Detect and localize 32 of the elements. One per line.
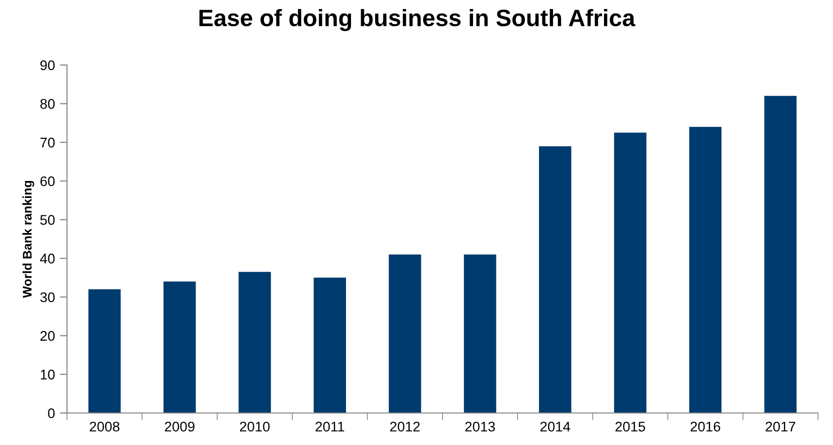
y-axis-title: World Bank ranking bbox=[22, 180, 34, 298]
bar bbox=[238, 272, 271, 413]
x-tick-label: 2008 bbox=[90, 422, 120, 432]
y-tick-label: 80 bbox=[40, 99, 55, 109]
y-tick-label: 20 bbox=[40, 331, 55, 341]
y-tick-label: 10 bbox=[40, 370, 55, 380]
bar bbox=[539, 146, 572, 413]
y-tick-label: 0 bbox=[48, 408, 55, 418]
x-tick-label: 2013 bbox=[465, 422, 495, 432]
y-tick-label: 30 bbox=[40, 292, 55, 302]
x-tick-label: 2009 bbox=[164, 422, 194, 432]
x-tick-label: 2015 bbox=[616, 422, 646, 432]
y-tick-label: 50 bbox=[40, 215, 55, 225]
x-tick-label: 2017 bbox=[766, 422, 796, 432]
bar bbox=[388, 254, 422, 413]
x-tick-label: 2011 bbox=[316, 422, 344, 432]
bar bbox=[764, 96, 797, 413]
x-tick-label: 2016 bbox=[690, 422, 720, 432]
x-tick-label: 2010 bbox=[240, 422, 270, 432]
x-tick-label: 2014 bbox=[540, 422, 570, 432]
bar bbox=[689, 126, 722, 413]
bar bbox=[164, 282, 196, 413]
chart-title: Ease of doing business in South Africa bbox=[199, 8, 636, 32]
x-tick-label: 2012 bbox=[390, 422, 420, 432]
y-tick-label: 90 bbox=[40, 60, 55, 70]
y-tick-label: 40 bbox=[40, 254, 55, 264]
bar bbox=[314, 278, 346, 413]
bar bbox=[464, 254, 496, 413]
bar bbox=[614, 132, 646, 413]
y-tick-label: 70 bbox=[40, 138, 55, 148]
y-tick-label: 60 bbox=[40, 176, 55, 186]
bar bbox=[88, 289, 121, 413]
